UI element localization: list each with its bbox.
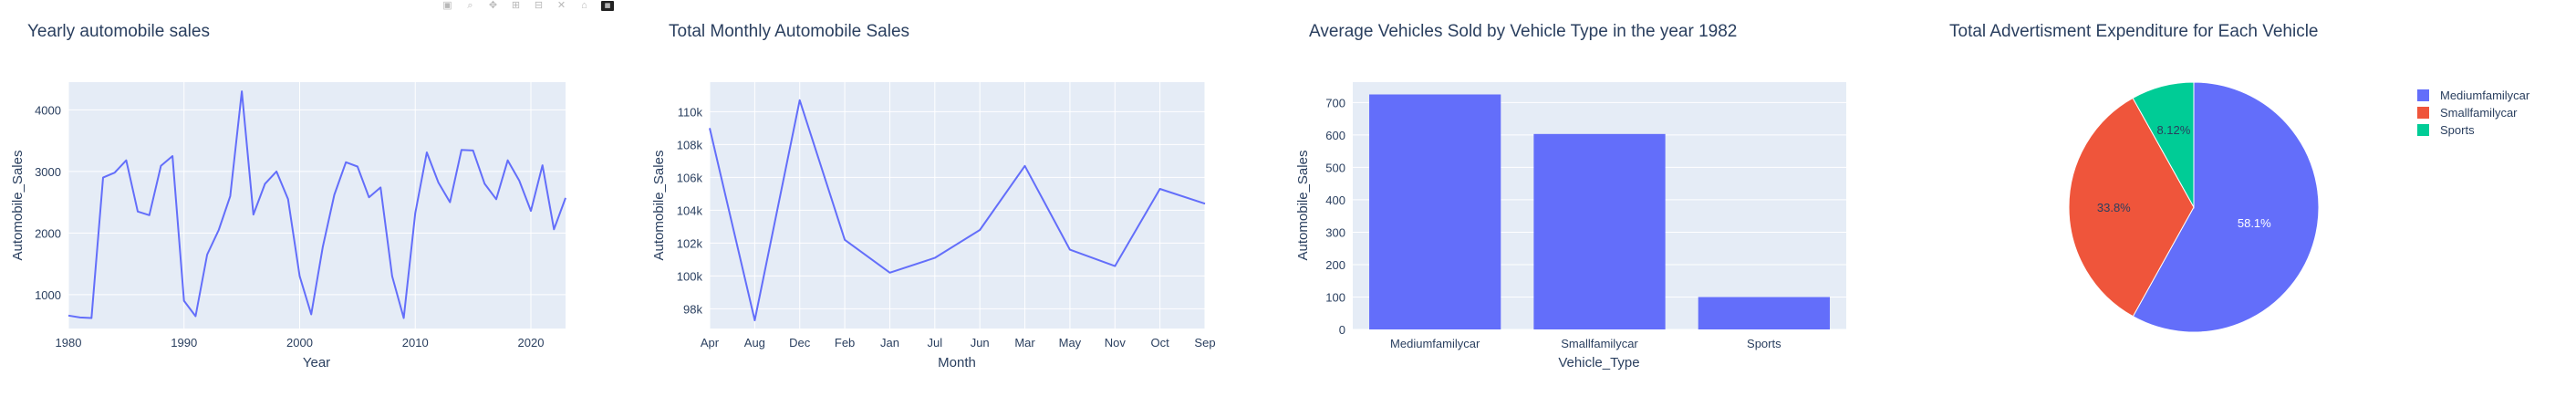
chart-monthly-sales: Total Monthly Automobile Sales 98k 100k 10… xyxy=(651,22,1216,370)
legend-swatch xyxy=(2417,124,2429,136)
chart-vehicle-type: Average Vehicles Sold by Vehicle Type in… xyxy=(1295,22,1846,370)
legend-label[interactable]: Smallfamilycar xyxy=(2440,106,2518,120)
y-tick-label: 2000 xyxy=(35,226,61,240)
chart-yearly-ylabel: Automobile_Sales xyxy=(10,151,26,261)
x-tick-label: Aug xyxy=(744,336,765,350)
chart-vehicle-ylabel: Automobile_Sales xyxy=(1295,151,1311,261)
y-tick-label: 4000 xyxy=(35,103,61,117)
y-tick-label: 3000 xyxy=(35,165,61,179)
pie-value-label: 8.12% xyxy=(2156,123,2190,137)
x-tick-label: 2010 xyxy=(402,336,429,350)
x-tick-label: Sep xyxy=(1194,336,1215,350)
y-tick-label: 0 xyxy=(1339,323,1345,337)
legend-label[interactable]: Mediumfamilycar xyxy=(2440,89,2530,102)
chart-yearly-xlabel: Year xyxy=(303,355,330,370)
pie-value-label: 58.1% xyxy=(2238,216,2271,230)
zoom-icon[interactable]: ⌕ xyxy=(467,0,473,11)
chart-yearly-sales: Yearly automobile sales 1000 2000 3000 4000… xyxy=(10,22,566,370)
y-tick-label: 1000 xyxy=(35,288,61,302)
y-tick-label: 102k xyxy=(677,236,703,250)
y-tick-label: 110k xyxy=(678,105,703,119)
bar xyxy=(1369,94,1501,329)
x-tick-label: Dec xyxy=(789,336,811,350)
chart-monthly-xlabel: Month xyxy=(938,355,976,370)
bar xyxy=(1698,297,1830,329)
chart-vehicle-title: Average Vehicles Sold by Vehicle Type in… xyxy=(1309,22,1737,41)
x-tick-label: 2020 xyxy=(518,336,545,350)
series-line xyxy=(68,90,566,319)
x-tick-label: Oct xyxy=(1151,336,1170,350)
y-tick-label: 500 xyxy=(1325,161,1345,174)
home-icon[interactable]: ⌂ xyxy=(581,0,587,11)
x-tick-label: Jul xyxy=(928,336,943,350)
x-tick-label: Jan xyxy=(880,336,899,350)
x-tick-label: Mar xyxy=(1014,336,1035,350)
chart-yearly-title: Yearly automobile sales xyxy=(27,22,210,41)
chart-monthly-plot-area xyxy=(710,82,1205,329)
plotly-logo-icon[interactable]: ▦ xyxy=(601,0,614,11)
series-line xyxy=(709,99,1206,321)
x-tick-label: Nov xyxy=(1105,336,1127,350)
y-tick-label: 300 xyxy=(1325,225,1345,239)
bar xyxy=(1533,133,1666,329)
pie-slice xyxy=(2132,81,2195,209)
camera-icon[interactable]: ▣ xyxy=(442,0,452,11)
x-tick-label: Smallfamilycar xyxy=(1561,337,1638,350)
chart-ad-content: 58.1% 33.8% 8.12% xyxy=(2068,81,2320,333)
x-tick-label: Sports xyxy=(1747,337,1781,350)
y-tick-label: 100 xyxy=(1325,290,1345,304)
chart-monthly-title: Total Monthly Automobile Sales xyxy=(669,22,909,41)
x-tick-label: Feb xyxy=(835,336,855,350)
zoom-out-icon[interactable]: ⊟ xyxy=(534,0,544,11)
x-tick-label: May xyxy=(1059,336,1082,350)
pie-value-label: 33.8% xyxy=(2097,201,2131,214)
legend-swatch xyxy=(2417,89,2429,101)
pan-icon[interactable]: ✥ xyxy=(488,0,498,11)
x-tick-label: Mediumfamilycar xyxy=(1390,337,1480,350)
y-tick-label: 700 xyxy=(1325,96,1345,110)
y-tick-label: 106k xyxy=(677,171,703,184)
chart-monthly-content: 98k 100k 102k 104k 106k 108k 110k Apr Aug Dec Feb J… xyxy=(677,82,1216,350)
chart-monthly-ylabel: Automobile_Sales xyxy=(651,151,667,261)
zoom-in-icon[interactable]: ⊞ xyxy=(511,0,521,11)
y-tick-label: 98k xyxy=(683,302,702,316)
y-tick-label: 108k xyxy=(677,138,703,151)
x-tick-label: 2000 xyxy=(286,336,313,350)
chart-yearly-content: 1000 2000 3000 4000 1980 1990 2000 2010 2020 xyxy=(35,82,566,350)
chart-ad-expenditure: Total Advertisment Expenditure for Each … xyxy=(1949,22,2530,333)
legend-label[interactable]: Sports xyxy=(2440,123,2475,137)
x-tick-label: 1990 xyxy=(171,336,197,350)
y-tick-label: 400 xyxy=(1325,193,1345,207)
legend-swatch xyxy=(2417,107,2429,119)
chart-vehicle-xlabel: Vehicle_Type xyxy=(1558,355,1639,370)
x-tick-label: Apr xyxy=(701,336,720,350)
y-tick-label: 200 xyxy=(1325,258,1345,272)
y-tick-label: 104k xyxy=(677,204,703,217)
x-tick-label: 1980 xyxy=(56,336,82,350)
x-tick-label: Jun xyxy=(971,336,990,350)
y-tick-label: 100k xyxy=(677,269,703,283)
chart-vehicle-content: 0 100 200 300 400 500 600 700 Mediumfamilycar Sma… xyxy=(1325,94,1846,350)
chart-ad-legend: Mediumfamilycar Smallfamilycar Sports xyxy=(2417,89,2530,137)
chart-ad-title: Total Advertisment Expenditure for Each … xyxy=(1949,22,2319,41)
pie-slice xyxy=(2132,81,2320,333)
y-tick-label: 600 xyxy=(1325,129,1345,142)
chart-yearly-plot-area xyxy=(68,82,566,329)
plot-modebar: ▣ ⌕ ✥ ⊞ ⊟ ✕ ⌂ ▦ xyxy=(441,0,614,11)
autoscale-icon[interactable]: ✕ xyxy=(556,0,566,11)
pie-slice xyxy=(2068,97,2195,318)
